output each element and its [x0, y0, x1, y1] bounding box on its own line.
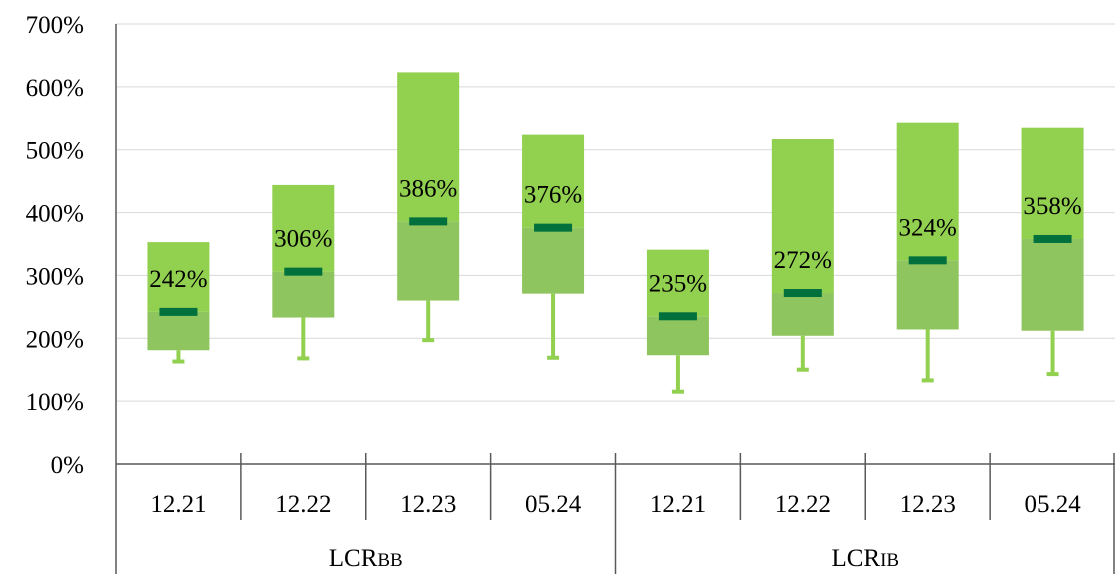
box-lower [1021, 238, 1084, 331]
x-category-label: 12.23 [900, 491, 956, 518]
median-label: 272% [774, 247, 832, 274]
median-label: 386% [399, 175, 457, 202]
box-lower [147, 311, 210, 351]
median-label: 324% [899, 214, 957, 241]
x-category-label: 12.23 [400, 491, 456, 518]
box-upper [1021, 127, 1084, 239]
median-label: 235% [649, 270, 707, 297]
boxes [147, 72, 1084, 394]
median-labels: 242% 306% 386% 376% 235% 272% 324% 358% [149, 175, 1081, 297]
median-marker [658, 312, 697, 321]
box-upper [771, 139, 834, 294]
y-tick-label: 0% [51, 452, 84, 479]
group-label: LCRBB [329, 545, 403, 572]
box-lower [397, 221, 460, 301]
x-category-label: 12.21 [650, 491, 706, 518]
x-category-label: 05.24 [1024, 491, 1081, 518]
median-marker [534, 223, 573, 232]
gridlines [116, 23, 1115, 402]
median-marker [1033, 234, 1072, 243]
x-category-label: 12.22 [275, 491, 331, 518]
y-tick-label: 600% [26, 75, 84, 102]
box-upper [272, 184, 335, 272]
y-tick-label: 200% [26, 326, 84, 353]
box-lower [522, 227, 585, 294]
median-marker [908, 256, 947, 265]
box-lower [896, 260, 959, 330]
y-tick-label: 100% [26, 389, 84, 416]
box-upper [147, 242, 210, 312]
y-tick-label: 400% [26, 201, 84, 228]
box-upper [646, 249, 709, 317]
y-tick-label: 700% [26, 12, 84, 39]
box-upper [896, 122, 959, 261]
box-lower [272, 271, 335, 318]
box-upper [522, 134, 585, 228]
y-axis-tick-labels: 0% 100% 200% 300% 400% 500% 600% 700% [26, 12, 84, 479]
median-label: 376% [524, 182, 582, 209]
median-marker [159, 307, 198, 316]
median-label: 242% [149, 266, 207, 293]
box-lower [771, 293, 834, 336]
x-category-label: 12.22 [775, 491, 831, 518]
median-marker [783, 289, 822, 298]
median-marker [409, 217, 448, 226]
x-axis-category-labels: 12.21 12.22 12.23 05.24 12.21 12.22 12.23 05.24… [150, 491, 1081, 572]
x-category-label: 12.21 [150, 491, 206, 518]
x-category-label: 05.24 [525, 491, 582, 518]
group-label: LCRIB [831, 545, 899, 572]
box-lower [646, 316, 709, 356]
box-upper [397, 72, 460, 222]
y-tick-label: 500% [26, 138, 84, 165]
y-tick-label: 300% [26, 263, 84, 290]
median-marker [284, 267, 323, 276]
median-label: 306% [274, 226, 332, 253]
median-label: 358% [1023, 193, 1081, 220]
axes [115, 24, 1115, 574]
